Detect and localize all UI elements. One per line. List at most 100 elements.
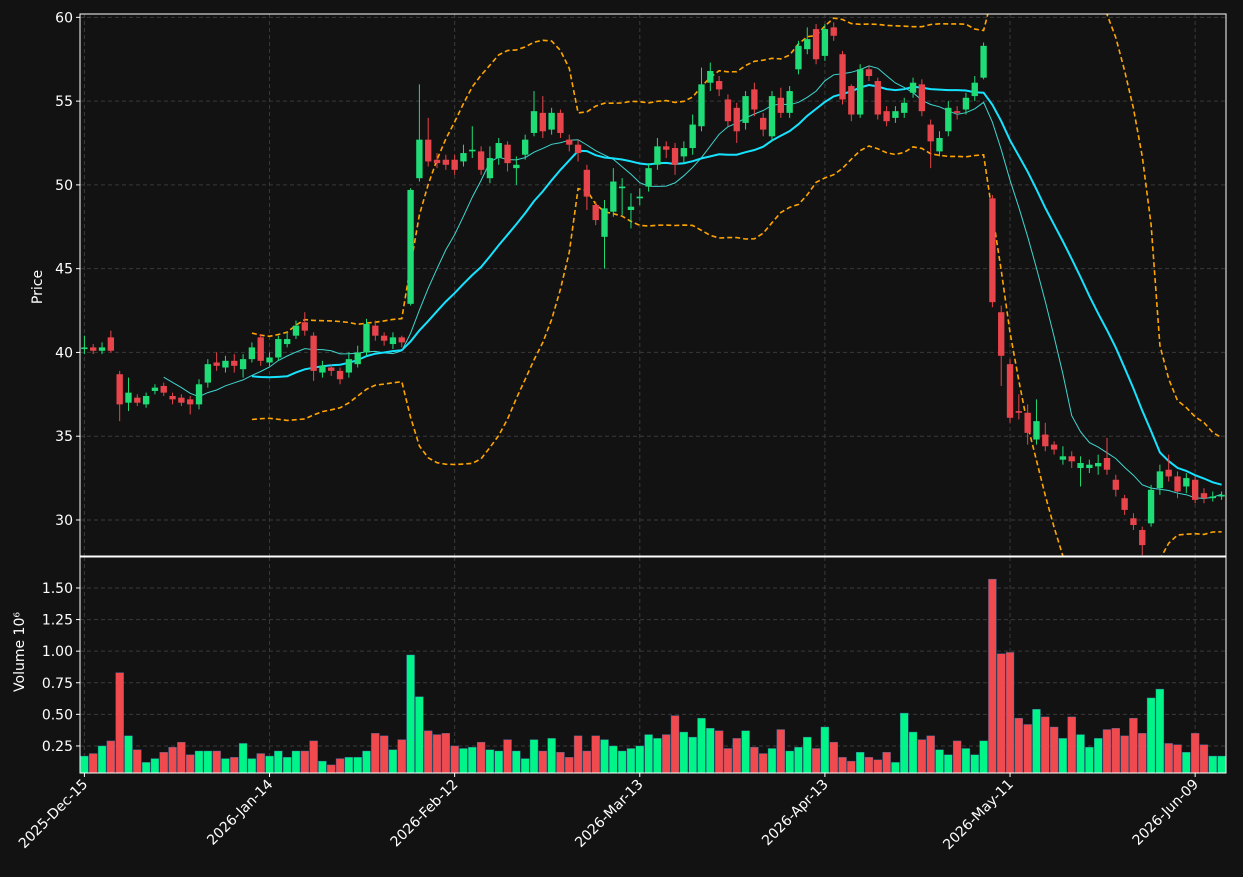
volume-bar (803, 736, 812, 773)
candle-body (495, 143, 502, 159)
volume-bar (1217, 755, 1226, 773)
volume-bar (988, 578, 997, 773)
candle-body (795, 45, 802, 70)
volume-bar (177, 741, 186, 773)
candle-body (1139, 530, 1146, 546)
candle-body (918, 84, 926, 112)
candle-body (1191, 479, 1199, 500)
candle-body (804, 39, 811, 50)
candle-body (1183, 478, 1190, 487)
candle-body (953, 111, 961, 113)
volume-bar (318, 760, 327, 773)
volume-frame (79, 556, 1227, 774)
volume-bar (1208, 755, 1217, 773)
candle-body (107, 337, 115, 351)
volume-bar (582, 750, 592, 773)
volume-bar (494, 750, 503, 773)
volume-bar (265, 755, 274, 773)
volume-bar (1182, 752, 1191, 773)
volume-bar (741, 730, 750, 773)
candle-body (812, 29, 820, 60)
candle-body (689, 124, 696, 149)
candle-body (574, 144, 582, 154)
y-tick-label: 0.50 (42, 707, 73, 723)
candle-body (760, 117, 767, 130)
y-tick-label: 0.75 (42, 676, 73, 692)
y-tick-label: 1.25 (42, 613, 73, 629)
candle-body (336, 370, 344, 380)
volume-bar (1076, 734, 1085, 773)
volume-bar (212, 750, 221, 773)
candle-body (927, 124, 934, 142)
volume-bar (609, 745, 618, 773)
candle-body (539, 112, 546, 132)
candle-body (380, 335, 388, 341)
volume-bar (706, 728, 715, 773)
candle-body (1121, 498, 1128, 510)
candle-body (433, 159, 441, 164)
volume-bar (935, 749, 944, 773)
candle-body (865, 69, 873, 76)
candle-body (213, 362, 220, 366)
candle-body (777, 97, 784, 113)
y-tick-label: 40 (55, 345, 73, 361)
volume-bar (186, 754, 195, 773)
candle-body (592, 204, 599, 221)
volume-bar (785, 750, 794, 773)
candle-body (654, 146, 661, 165)
candle-body (663, 146, 670, 150)
y-tick-label: 30 (55, 513, 73, 529)
candle-body (874, 81, 881, 115)
volume-bar (750, 747, 759, 773)
volume-bar (503, 739, 512, 773)
candle-body (566, 139, 573, 145)
volume-bar (1094, 738, 1103, 773)
volume-bar (485, 749, 495, 773)
y-tick-label: 55 (55, 94, 73, 110)
volume-bar (388, 749, 398, 773)
candle-body (389, 337, 397, 345)
candle-body (530, 111, 538, 133)
volume-bar (529, 739, 539, 773)
volume-bar (476, 741, 486, 773)
volume-bar (688, 736, 697, 773)
volume-bar (855, 752, 865, 773)
candle-body (407, 189, 414, 304)
candle-body (160, 385, 167, 393)
volume-bar (556, 752, 565, 773)
volume-bar (194, 750, 204, 773)
moving-average (163, 65, 1222, 500)
candle-body (610, 181, 617, 212)
candle-body (451, 159, 458, 170)
volume-bar (415, 696, 424, 773)
candle-body (1103, 457, 1111, 470)
volume-bar (141, 762, 151, 773)
candle-body (786, 91, 793, 113)
candle-body (901, 102, 908, 113)
volume-bar (838, 757, 847, 773)
candle-body (1209, 496, 1216, 499)
y-tick-label: 35 (55, 429, 73, 445)
candle-body (557, 112, 564, 133)
candle-body (636, 196, 643, 199)
y-tick-label: 1.00 (42, 644, 73, 660)
volume-bar (150, 758, 160, 773)
candle-body (231, 360, 238, 366)
price-plot (81, 14, 1225, 556)
candle-body (1050, 444, 1058, 450)
volume-bar (573, 735, 583, 773)
volume-bar (829, 741, 838, 773)
volume-bar (247, 758, 257, 773)
volume-bar (1155, 688, 1165, 773)
candle-body (768, 96, 776, 137)
candle-body (266, 357, 273, 363)
volume-bar (626, 748, 636, 773)
volume-bar (362, 750, 371, 773)
candle-body (257, 337, 264, 361)
candle-body (125, 392, 132, 403)
volume-bar (344, 757, 354, 773)
volume-bar (617, 750, 627, 773)
candle-body (671, 148, 679, 165)
candle-body (698, 84, 705, 127)
